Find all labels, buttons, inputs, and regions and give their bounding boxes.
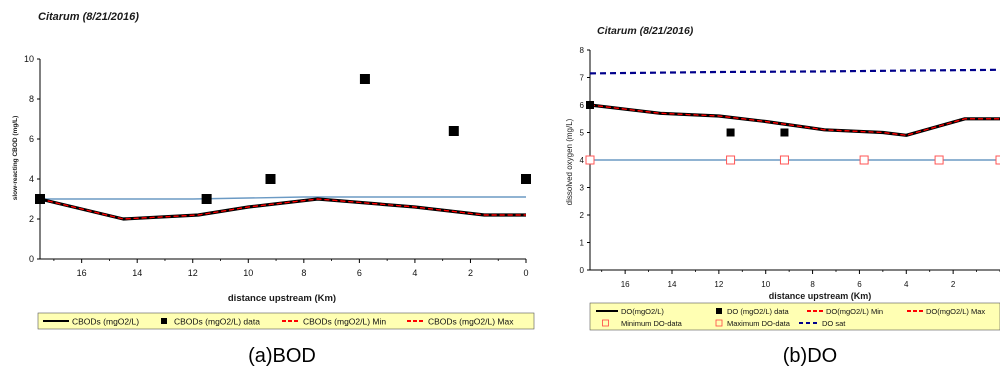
do-data-point — [586, 101, 594, 109]
do-y-tick-label: 8 — [580, 46, 585, 55]
bod-x-tick-label: 12 — [188, 268, 198, 278]
bod-y-tick-label: 8 — [29, 94, 34, 104]
bod-data-point — [521, 174, 531, 184]
bod-x-tick-label: 16 — [77, 268, 87, 278]
do-x-axis-label: distance upstream (Km) — [769, 291, 872, 301]
do-min-data-point — [779, 155, 789, 165]
do-legend-sat-label: DO sat — [822, 319, 846, 328]
do-y-axis-label: dissolved oxygen (mg/L) — [565, 118, 574, 205]
do-model-line — [589, 103, 1000, 137]
do-legend-min-data-label: Minimum DO-data — [621, 319, 683, 328]
do-legend: DO(mgO2/L) DO (mgO2/L) data DO(mgO2/L) M… — [589, 302, 1000, 331]
do-legend-max-data-swatch — [715, 319, 723, 327]
do-x-tick-label: 4 — [904, 280, 909, 289]
do-y-tick-label: 7 — [580, 74, 585, 83]
do-y-tick-label: 1 — [580, 239, 585, 248]
do-y-tick-label: 2 — [580, 211, 585, 220]
do-caption: (b)DO — [783, 345, 837, 367]
bod-legend: CBODs (mgO2/L) CBODs (mgO2/L) data CBODs… — [37, 312, 535, 330]
do-min-data-point — [995, 155, 1000, 165]
do-min-data-point — [934, 155, 944, 165]
do-series-2-line — [589, 104, 1000, 136]
bod-chart-title: Citarum (8/21/2016) — [38, 11, 139, 23]
bod-y-axis-label: slow-reacting CBOD (mg/L) — [12, 116, 19, 201]
bod-x-axis-label: distance upstream (Km) — [228, 293, 336, 304]
do-legend-line-label: DO(mgO2/L) — [621, 307, 664, 316]
bod-x-tick-label: 14 — [132, 268, 142, 278]
bod-x-tick-label: 2 — [468, 268, 473, 278]
bod-x-tick-label: 4 — [412, 268, 417, 278]
bod-legend-min-label: CBODs (mgO2/L) Min — [303, 317, 386, 327]
bod-y-tick-label: 0 — [29, 254, 34, 264]
do-saturation-line — [589, 68, 1000, 75]
do-x-tick-label: 12 — [714, 280, 723, 289]
bod-data-point — [35, 194, 45, 204]
bod-y-tick-label: 10 — [24, 54, 34, 64]
do-legend-max-data-label: Maximum DO-data — [727, 319, 791, 328]
do-chart-title: Citarum (8/21/2016) — [597, 25, 694, 37]
do-legend-min-data-swatch — [602, 319, 609, 327]
bod-data-point — [201, 194, 212, 204]
bod-data-point — [265, 174, 276, 184]
do-min-data-point — [859, 155, 869, 165]
bod-x-tick-label: 8 — [301, 268, 306, 278]
do-x-tick-label: 2 — [951, 280, 956, 289]
do-y-tick-label: 5 — [580, 129, 585, 138]
bod-x-tick-label: 10 — [243, 268, 253, 278]
bod-legend-max-label: CBODs (mgO2/L) Max — [428, 317, 514, 327]
do-legend-marker-swatch — [716, 308, 722, 314]
bod-x-tick-label: 0 — [523, 268, 528, 278]
do-legend-min-label: DO(mgO2/L) Min — [826, 307, 883, 316]
do-series-3-line — [589, 104, 1000, 136]
bod-data-point — [359, 74, 370, 84]
do-data-point — [780, 128, 789, 137]
do-y-tick-label: 4 — [580, 156, 585, 165]
bod-y-tick-label: 4 — [29, 174, 34, 184]
do-x-tick-label: 10 — [761, 280, 770, 289]
bod-x-tick-label: 6 — [357, 268, 362, 278]
do-min-data-point — [585, 155, 595, 165]
bod-reference-line — [40, 196, 526, 200]
do-y-tick-label: 3 — [580, 184, 585, 193]
bod-legend-marker-swatch — [161, 318, 167, 324]
bod-legend-line-label: CBODs (mgO2/L) — [72, 317, 139, 327]
do-x-tick-label: 14 — [668, 280, 677, 289]
bod-caption: (a)BOD — [248, 345, 316, 367]
bod-data-point — [448, 126, 459, 136]
do-legend-max-label: DO(mgO2/L) Max — [926, 307, 985, 316]
do-x-tick-label: 6 — [857, 280, 862, 289]
do-x-tick-label: 16 — [621, 280, 630, 289]
do-data-point — [726, 128, 735, 137]
do-plot-area — [585, 68, 1000, 165]
bod-plot-area — [35, 74, 531, 221]
do-y-tick-label: 0 — [580, 266, 585, 275]
bod-y-tick-label: 2 — [29, 214, 34, 224]
bod-series-3-line — [39, 198, 526, 220]
bod-y-tick-label: 6 — [29, 134, 34, 144]
do-x-tick-label: 8 — [810, 280, 815, 289]
do-min-data-point — [726, 155, 736, 165]
do-legend-box — [589, 302, 1000, 331]
do-legend-data-label: DO (mgO2/L) data — [727, 307, 790, 316]
bod-axes: 0 2 4 6 8 10 16 14 12 10 8 6 4 2 0 — [24, 54, 529, 278]
bod-legend-data-label: CBODs (mgO2/L) data — [174, 317, 260, 327]
do-y-tick-label: 6 — [580, 101, 585, 110]
